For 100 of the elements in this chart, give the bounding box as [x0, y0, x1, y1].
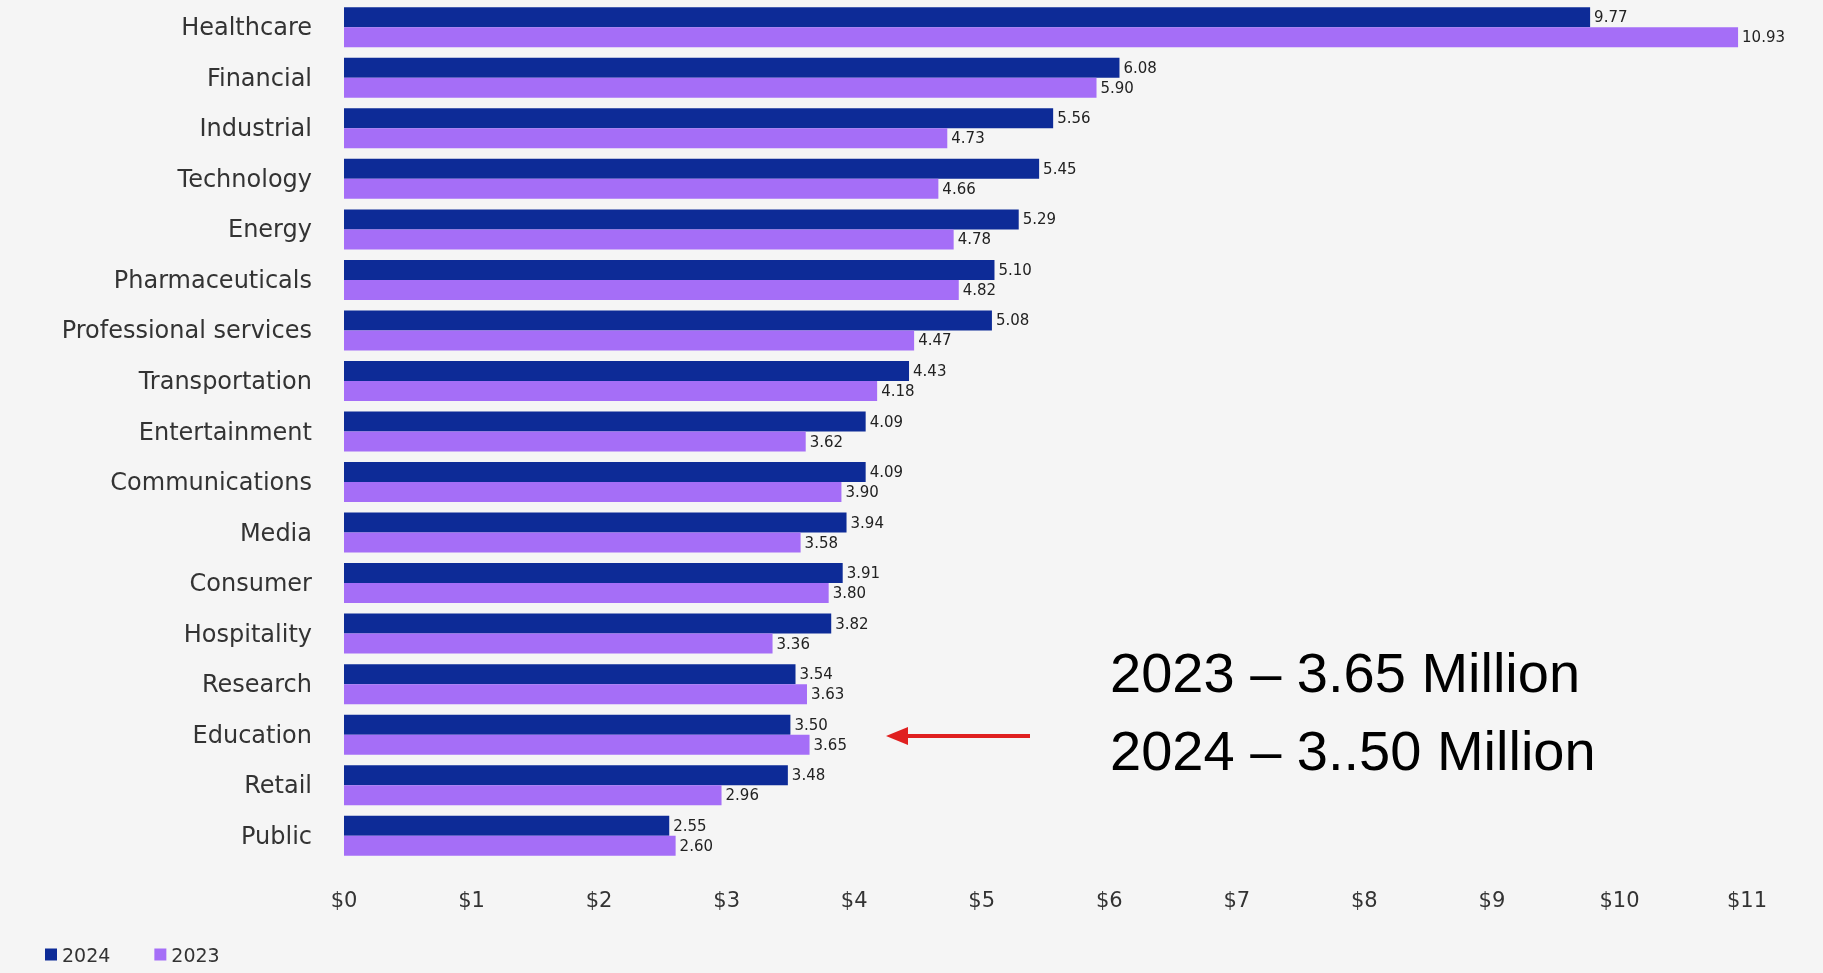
bar — [344, 734, 810, 755]
bar — [344, 360, 910, 381]
x-tick-label: $1 — [458, 887, 485, 912]
bar — [344, 835, 676, 856]
y-tick-label: Retail — [244, 771, 312, 800]
bar — [344, 613, 832, 634]
bar — [344, 128, 948, 149]
y-tick-label: Media — [239, 518, 312, 547]
y-tick-label: Industrial — [199, 114, 312, 143]
data-label: 2.60 — [679, 836, 714, 855]
data-label: 9.77 — [1594, 8, 1628, 27]
y-tick-label: Healthcare — [181, 13, 312, 42]
data-label: 3.36 — [776, 634, 810, 653]
bar — [344, 563, 843, 584]
data-label: 4.43 — [913, 361, 947, 380]
data-label: 5.29 — [1022, 210, 1057, 229]
legend-label: 2023 — [171, 943, 220, 966]
data-label: 4.82 — [962, 280, 997, 299]
bar — [344, 310, 992, 331]
bar — [344, 158, 1040, 179]
x-tick-label: $6 — [1095, 887, 1123, 912]
bar — [344, 462, 866, 483]
y-tick-label: Technology — [176, 164, 312, 193]
bar — [344, 431, 806, 452]
bar — [344, 411, 866, 432]
bar — [344, 229, 954, 250]
bar — [344, 330, 915, 351]
y-tick-label: Communications — [110, 468, 312, 497]
data-label: 5.08 — [995, 311, 1030, 330]
bar — [344, 684, 807, 705]
data-label: 3.58 — [804, 533, 839, 552]
data-label: 3.80 — [832, 584, 867, 603]
annotation: 2024 – 3..50 Million — [1110, 718, 1596, 783]
bar — [344, 27, 1739, 48]
y-tick-label: Research — [201, 670, 312, 699]
bar — [344, 815, 670, 836]
y-tick-label: Professional services — [61, 316, 312, 345]
bar — [344, 532, 801, 553]
x-tick-label: $2 — [585, 887, 613, 912]
legend-label: 2024 — [62, 943, 111, 966]
data-label: 4.47 — [918, 331, 952, 350]
bar — [344, 7, 1591, 28]
bar — [344, 664, 796, 685]
data-label: 4.09 — [869, 412, 904, 431]
y-tick-label: Entertainment — [138, 417, 312, 446]
bar — [344, 178, 939, 199]
data-label: 3.48 — [791, 766, 826, 785]
data-label: 2.55 — [673, 816, 707, 835]
data-label: 3.94 — [850, 513, 884, 532]
bar — [344, 279, 959, 300]
x-tick-label: $4 — [840, 887, 868, 912]
y-tick-label: Financial — [206, 63, 312, 92]
y-tick-label: Energy — [227, 215, 312, 244]
y-tick-label: Consumer — [189, 569, 313, 598]
data-label: 4.18 — [881, 381, 915, 400]
y-tick-label: Hospitality — [183, 619, 312, 648]
data-label: 5.45 — [1043, 159, 1077, 178]
x-tick-label: $10 — [1599, 887, 1640, 912]
x-tick-label: $5 — [968, 887, 996, 912]
data-label: 3.50 — [794, 715, 828, 734]
data-label: 6.08 — [1123, 58, 1157, 77]
data-label: 4.66 — [942, 179, 976, 198]
data-label: 3.65 — [813, 735, 847, 754]
bar — [344, 380, 878, 401]
bar — [344, 583, 829, 604]
data-label: 3.90 — [845, 483, 879, 502]
y-tick-label: Transportation — [137, 366, 312, 395]
x-tick-label: $0 — [330, 887, 358, 912]
bar — [344, 765, 788, 786]
y-tick-label: Pharmaceuticals — [113, 265, 312, 294]
data-label: 10.93 — [1742, 28, 1786, 47]
x-tick-label: $8 — [1351, 887, 1378, 912]
bar — [344, 57, 1120, 78]
bar — [344, 108, 1054, 129]
data-label: 4.09 — [869, 463, 904, 482]
data-label: 3.63 — [810, 685, 845, 704]
data-label: 4.78 — [957, 230, 992, 249]
bar — [344, 633, 773, 654]
y-tick-label: Public — [240, 821, 312, 850]
data-label: 4.73 — [951, 129, 985, 148]
x-tick-label: $11 — [1726, 887, 1768, 912]
x-tick-label: $9 — [1478, 887, 1506, 912]
data-label: 5.10 — [998, 260, 1032, 279]
y-tick-label: Education — [192, 720, 312, 749]
bar — [344, 785, 722, 806]
bar — [344, 714, 791, 735]
x-tick-label: $7 — [1223, 887, 1251, 912]
data-label: 3.62 — [809, 432, 844, 451]
data-label: 3.82 — [835, 614, 869, 633]
data-label: 5.90 — [1100, 78, 1134, 97]
bar — [344, 77, 1097, 98]
x-tick-label: $3 — [713, 887, 740, 912]
bar — [344, 512, 847, 533]
bar — [344, 259, 995, 280]
data-label: 3.54 — [799, 665, 833, 684]
data-label: 2.96 — [725, 786, 759, 805]
data-label: 5.56 — [1057, 109, 1091, 128]
bar — [344, 482, 842, 503]
data-label: 3.91 — [846, 564, 881, 583]
bar — [344, 209, 1019, 230]
